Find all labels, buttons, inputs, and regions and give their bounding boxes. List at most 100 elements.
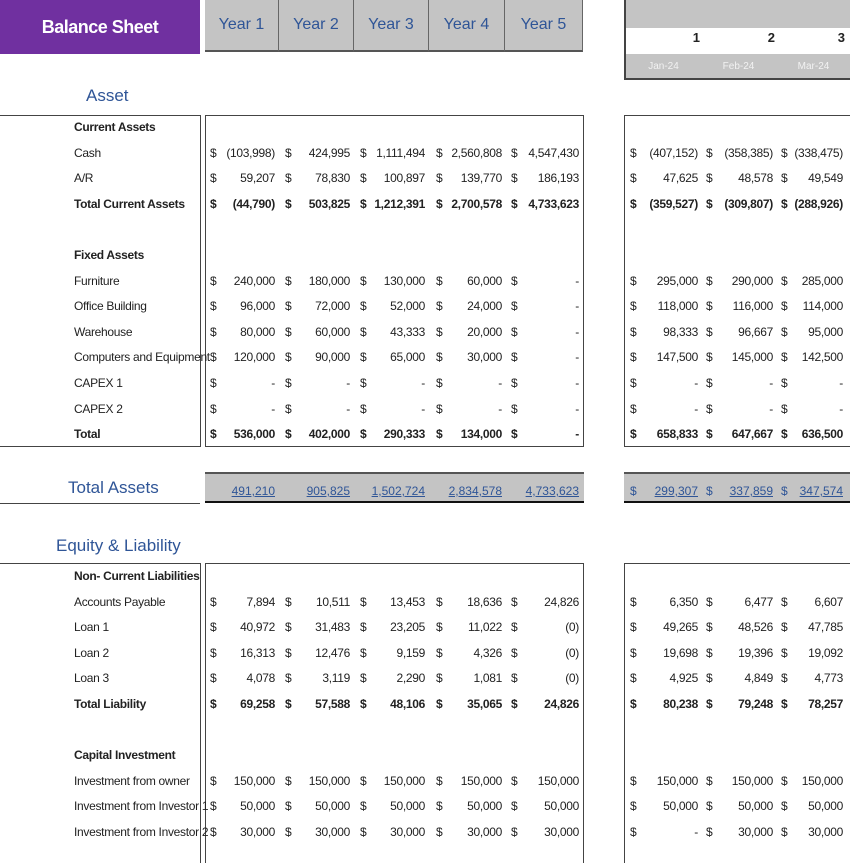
currency-symbol: $ [360, 427, 367, 442]
month-value: 80,238 [663, 697, 698, 711]
year-value: 24,000 [467, 299, 502, 314]
currency-symbol: $ [285, 171, 292, 186]
currency-symbol: $ [285, 773, 292, 788]
year-value: (103,998) [226, 145, 275, 160]
currency-symbol: $ [511, 773, 518, 788]
currency-symbol: $ [360, 825, 367, 839]
year-value: 96,000 [240, 299, 275, 314]
currency-symbol: $ [781, 645, 788, 660]
year-value: 50,000 [544, 799, 579, 814]
currency-symbol: $ [706, 484, 713, 498]
year-value: 139,770 [460, 171, 503, 186]
month-value: 48,526 [738, 620, 773, 635]
year-value: 30,000 [315, 825, 350, 839]
year-value: 240,000 [233, 273, 276, 288]
year-value: - [421, 401, 425, 416]
total-assets-year-value: 905,825 [306, 484, 350, 498]
year-value: - [421, 376, 425, 390]
currency-symbol: $ [436, 773, 443, 788]
year-value: 50,000 [315, 799, 350, 814]
currency-symbol: $ [511, 427, 518, 442]
month-value: - [694, 825, 698, 839]
currency-symbol: $ [781, 171, 788, 186]
currency-symbol: $ [781, 145, 788, 160]
row-label: Office Building [74, 299, 147, 314]
currency-symbol: $ [511, 324, 518, 339]
month-value: 116,000 [732, 299, 774, 314]
month-value: 636,500 [801, 427, 844, 442]
month-number-2: 2 [767, 30, 775, 45]
row-label: Investment from Investor 1 [74, 799, 209, 814]
currency-symbol: $ [630, 171, 637, 186]
currency-symbol: $ [436, 825, 443, 839]
currency-symbol: $ [706, 773, 713, 788]
year-value: 30,000 [240, 825, 275, 839]
liability-label-box [0, 563, 201, 863]
currency-symbol: $ [511, 171, 518, 186]
year-value: 43,333 [390, 324, 425, 339]
year-value: 4,078 [246, 671, 275, 686]
month-value: 6,477 [744, 594, 773, 609]
month-value: (359,527) [649, 196, 698, 211]
currency-symbol: $ [210, 825, 217, 839]
currency-symbol: $ [285, 145, 292, 160]
year-value: 16,313 [240, 645, 275, 660]
currency-symbol: $ [511, 145, 518, 160]
year-value: 60,000 [315, 324, 350, 339]
currency-symbol: $ [630, 145, 637, 160]
currency-symbol: $ [285, 376, 292, 390]
year-value: 2,290 [396, 671, 425, 686]
currency-symbol: $ [781, 825, 788, 839]
month-value: 6,607 [814, 594, 843, 609]
month-value: (407,152) [649, 145, 698, 160]
total-assets-month-value: 337,859 [729, 484, 773, 498]
currency-symbol: $ [706, 594, 713, 609]
month-value: 150,000 [656, 773, 699, 788]
row-label: CAPEX 1 [74, 376, 123, 390]
currency-symbol: $ [285, 825, 292, 839]
month-value: (288,926) [794, 196, 843, 211]
currency-symbol: $ [781, 324, 788, 339]
year-value: 150,000 [308, 773, 351, 788]
year-value: 7,894 [246, 594, 275, 609]
month-value: 150,000 [731, 773, 774, 788]
month-date-1: Jan-24 [626, 56, 701, 78]
currency-symbol: $ [436, 299, 443, 314]
year-value: 20,000 [467, 324, 502, 339]
month-header-band [626, 0, 850, 28]
year-value: 31,483 [315, 620, 350, 635]
month-value: 50,000 [738, 799, 773, 814]
total-assets-year-value: 4,733,623 [525, 484, 579, 498]
row-label: Accounts Payable [74, 594, 166, 609]
month-value: 48,578 [738, 171, 773, 186]
currency-symbol: $ [511, 196, 518, 211]
month-value: 98,333 [663, 324, 698, 339]
currency-symbol: $ [360, 196, 367, 211]
year-value: (0) [565, 671, 579, 686]
currency-symbol: $ [360, 799, 367, 814]
currency-symbol: $ [706, 171, 713, 186]
year-value: 50,000 [240, 799, 275, 814]
currency-symbol: $ [436, 273, 443, 288]
currency-symbol: $ [210, 594, 217, 609]
year-value: 24,826 [544, 697, 579, 711]
currency-symbol: $ [436, 697, 443, 711]
year-value: 100,897 [383, 171, 426, 186]
month-value: 295,000 [656, 273, 699, 288]
year-value: (44,790) [232, 196, 276, 211]
row-label: Cash [74, 145, 101, 160]
year-value: - [271, 376, 275, 390]
currency-symbol: $ [360, 376, 367, 390]
year-value: 18,636 [467, 594, 502, 609]
currency-symbol: $ [781, 299, 788, 314]
year-value: 290,333 [383, 427, 426, 442]
year-value: 536,000 [233, 427, 276, 442]
currency-symbol: $ [706, 299, 713, 314]
currency-symbol: $ [630, 799, 637, 814]
currency-symbol: $ [781, 427, 788, 442]
currency-symbol: $ [210, 273, 217, 288]
month-value: 30,000 [808, 825, 843, 839]
currency-symbol: $ [781, 620, 788, 635]
currency-symbol: $ [436, 376, 443, 390]
currency-symbol: $ [436, 350, 443, 365]
